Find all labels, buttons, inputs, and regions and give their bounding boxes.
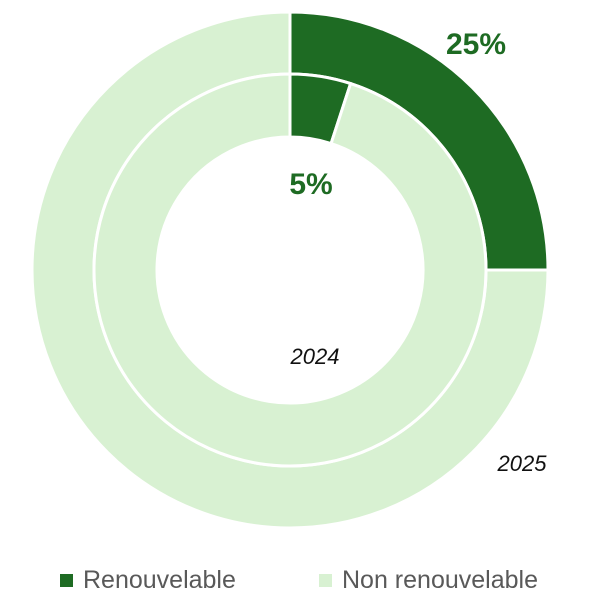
ring-label-2025: 2025 bbox=[497, 451, 548, 476]
data-label-2025-renouvelable: 25% bbox=[446, 28, 506, 61]
legend-swatch-non-renouvelable bbox=[319, 574, 332, 587]
ring-label-2024: 2024 bbox=[290, 344, 340, 369]
legend-item-non-renouvelable: Non renouvelable bbox=[319, 566, 538, 595]
legend-swatch-renouvelable bbox=[60, 574, 73, 587]
legend-label-renouvelable: Renouvelable bbox=[83, 566, 236, 594]
slice-2024-non-renouvelable bbox=[92, 72, 488, 468]
legend-label-non-renouvelable: Non renouvelable bbox=[342, 566, 538, 594]
legend-item-renouvelable: Renouvelable bbox=[60, 566, 236, 595]
legend: Renouvelable Non renouvelable bbox=[0, 566, 592, 598]
data-label-2024-renouvelable: 5% bbox=[289, 168, 332, 201]
nested-donut-chart: 25% 5% 2024 2025 bbox=[30, 10, 550, 530]
inner-ring-2024 bbox=[92, 72, 488, 468]
